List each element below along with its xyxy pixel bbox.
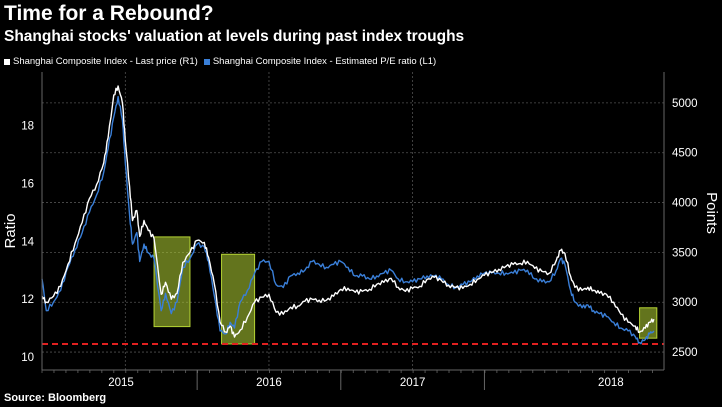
legend: Shanghai Composite Index - Last price (R…: [4, 56, 442, 67]
left-tick-label: 18: [21, 121, 34, 133]
right-tick-label: 3000: [672, 297, 698, 309]
x-tick-label: 2016: [256, 377, 282, 389]
left-tick-label: 10: [21, 352, 34, 364]
right-tick-label: 4000: [672, 198, 698, 210]
axes: 2500 3000 3500 4000 4500 5000 10 12 14 16 18 2015 20…: [2, 72, 720, 390]
highlight-box: [221, 253, 256, 345]
left-tick-label: 16: [21, 178, 34, 190]
legend-label-price: Shanghai Composite Index - Last price (R…: [13, 56, 198, 67]
gridlines: [42, 72, 664, 370]
right-tick-label: 5000: [672, 98, 698, 110]
left-axis-title: Ratio: [2, 213, 19, 248]
right-axis-title: Points: [703, 192, 720, 234]
x-tick-label: 2018: [598, 377, 624, 389]
left-tick-label: 12: [21, 294, 34, 306]
right-tick-label: 3500: [672, 247, 698, 259]
left-tick-label: 14: [21, 236, 34, 248]
legend-label-pe: Shanghai Composite Index - Estimated P/E…: [212, 56, 437, 67]
series-line-price: [41, 85, 655, 338]
chart-subtitle: Shanghai stocks' valuation at levels dur…: [4, 28, 465, 45]
series-line-pe: [41, 95, 655, 345]
series-lines: [41, 85, 655, 345]
legend-entry-pe: Shanghai Composite Index - Estimated P/E…: [203, 56, 437, 67]
legend-entry-price: Shanghai Composite Index - Last price (R…: [4, 56, 198, 67]
legend-swatch-pe: [203, 58, 210, 65]
right-tick-label: 2500: [672, 347, 698, 359]
source-note: Source: Bloomberg: [4, 392, 107, 404]
x-tick-label: 2017: [400, 377, 426, 389]
right-tick-label: 4500: [672, 148, 698, 160]
x-tick-label: 2015: [108, 377, 134, 389]
chart-title: Time for a Rebound?: [4, 2, 214, 25]
legend-swatch-price: [4, 58, 10, 65]
